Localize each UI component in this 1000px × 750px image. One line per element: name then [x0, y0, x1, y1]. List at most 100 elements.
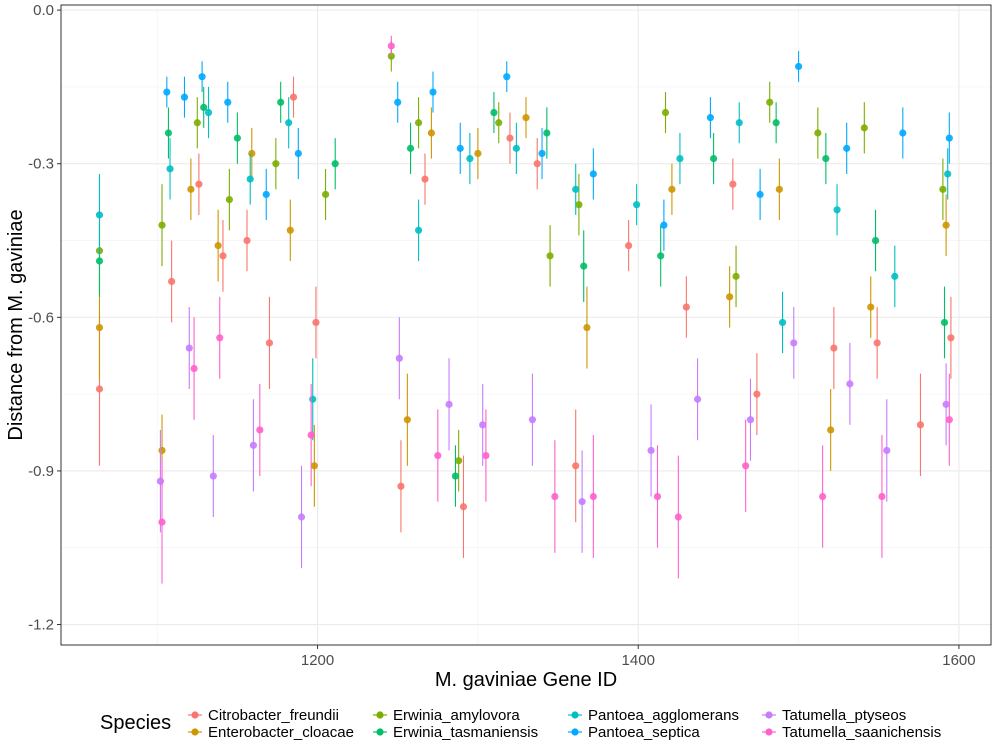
data-point: [233, 134, 241, 142]
data-point: [633, 201, 641, 209]
data-point: [248, 149, 256, 158]
data-point: [246, 175, 254, 183]
data-point: [843, 144, 851, 152]
data-point: [200, 103, 208, 111]
y-tick-label: -0.6: [28, 309, 54, 326]
legend-entry-label: Enterobacter_cloacae: [208, 724, 354, 741]
data-point: [414, 119, 423, 127]
series-Pantoea_septica: [163, 51, 953, 251]
data-point: [331, 160, 339, 168]
series-Erwinia_tasmaniensis: [95, 81, 949, 507]
data-point: [538, 149, 546, 158]
data-point: [846, 380, 854, 388]
data-point: [243, 236, 251, 245]
data-point: [307, 431, 315, 439]
legend: Species Citrobacter_freundiiEnterobacter…: [100, 707, 941, 741]
data-point: [814, 129, 822, 137]
data-point: [746, 416, 755, 424]
data-point: [309, 395, 317, 403]
data-point: [572, 462, 580, 470]
data-point: [216, 334, 224, 342]
data-point: [466, 155, 474, 163]
data-point: [916, 421, 925, 429]
data-point: [277, 98, 285, 106]
data-point: [710, 155, 718, 163]
legend-key-dot: [571, 728, 579, 736]
legend-entry-label: Pantoea_agglomerans: [588, 707, 739, 724]
legend-key-dot: [571, 711, 579, 719]
legend-key-dot: [376, 711, 384, 719]
legend-entry-label: Citrobacter_freundii: [208, 707, 339, 724]
data-point: [395, 354, 403, 362]
data-point: [794, 62, 803, 71]
y-axis-title: Distance from M. gaviniae: [5, 209, 27, 440]
data-point: [883, 446, 891, 455]
data-point: [819, 492, 827, 501]
data-point: [209, 472, 217, 480]
data-point: [219, 252, 227, 260]
data-point: [158, 446, 166, 455]
data-point: [533, 160, 541, 168]
data-point: [676, 155, 684, 163]
data-point: [506, 134, 514, 142]
data-point: [729, 180, 737, 188]
data-point: [899, 129, 907, 137]
data-point: [225, 195, 233, 204]
data-point: [427, 129, 435, 137]
data-point: [180, 93, 189, 101]
data-point: [583, 323, 591, 332]
y-tick-label: -0.3: [28, 156, 54, 173]
data-point: [772, 119, 780, 127]
data-point: [674, 513, 682, 521]
data-point: [190, 364, 198, 373]
data-point: [867, 303, 875, 311]
data-point: [944, 170, 952, 178]
data-point: [939, 185, 947, 193]
data-point: [158, 518, 166, 526]
data-point: [871, 236, 880, 245]
data-point: [297, 513, 306, 521]
data-point: [214, 242, 222, 250]
legend-entry-label: Pantoea_septica: [588, 724, 700, 741]
data-point: [756, 190, 764, 199]
data-point: [589, 492, 597, 501]
series-Pantoea_agglomerans: [95, 86, 952, 441]
data-point: [873, 339, 881, 347]
legend-key-dot: [765, 711, 773, 719]
data-point: [790, 339, 798, 347]
data-point: [735, 119, 743, 127]
data-point: [822, 155, 830, 163]
data-point: [860, 124, 868, 132]
series-Tatumella_ptyseos: [156, 307, 950, 569]
data-point: [95, 323, 104, 332]
data-point: [543, 129, 551, 137]
legend-entry-label: Erwinia_tasmaniensis: [393, 724, 538, 741]
y-tick-label: -0.9: [28, 463, 54, 480]
data-point: [421, 175, 429, 183]
data-point: [185, 344, 193, 352]
data-point: [891, 272, 899, 280]
data-point: [512, 144, 520, 152]
data-point: [387, 52, 395, 60]
data-point: [653, 492, 662, 501]
data-point: [726, 293, 734, 301]
data-point: [187, 185, 195, 193]
data-point: [942, 400, 950, 408]
data-point: [742, 462, 750, 470]
data-point: [455, 457, 463, 465]
data-point: [706, 114, 714, 122]
data-point: [878, 492, 886, 501]
data-point: [272, 160, 280, 168]
data-point: [528, 416, 537, 424]
data-point: [657, 252, 665, 260]
data-point: [551, 492, 559, 501]
data-point: [522, 114, 530, 122]
data-point: [578, 498, 586, 506]
data-point: [397, 482, 405, 490]
data-point: [459, 503, 468, 511]
data-point: [660, 221, 668, 229]
data-point: [490, 108, 498, 117]
data-point: [945, 134, 953, 142]
data-point: [546, 252, 554, 260]
